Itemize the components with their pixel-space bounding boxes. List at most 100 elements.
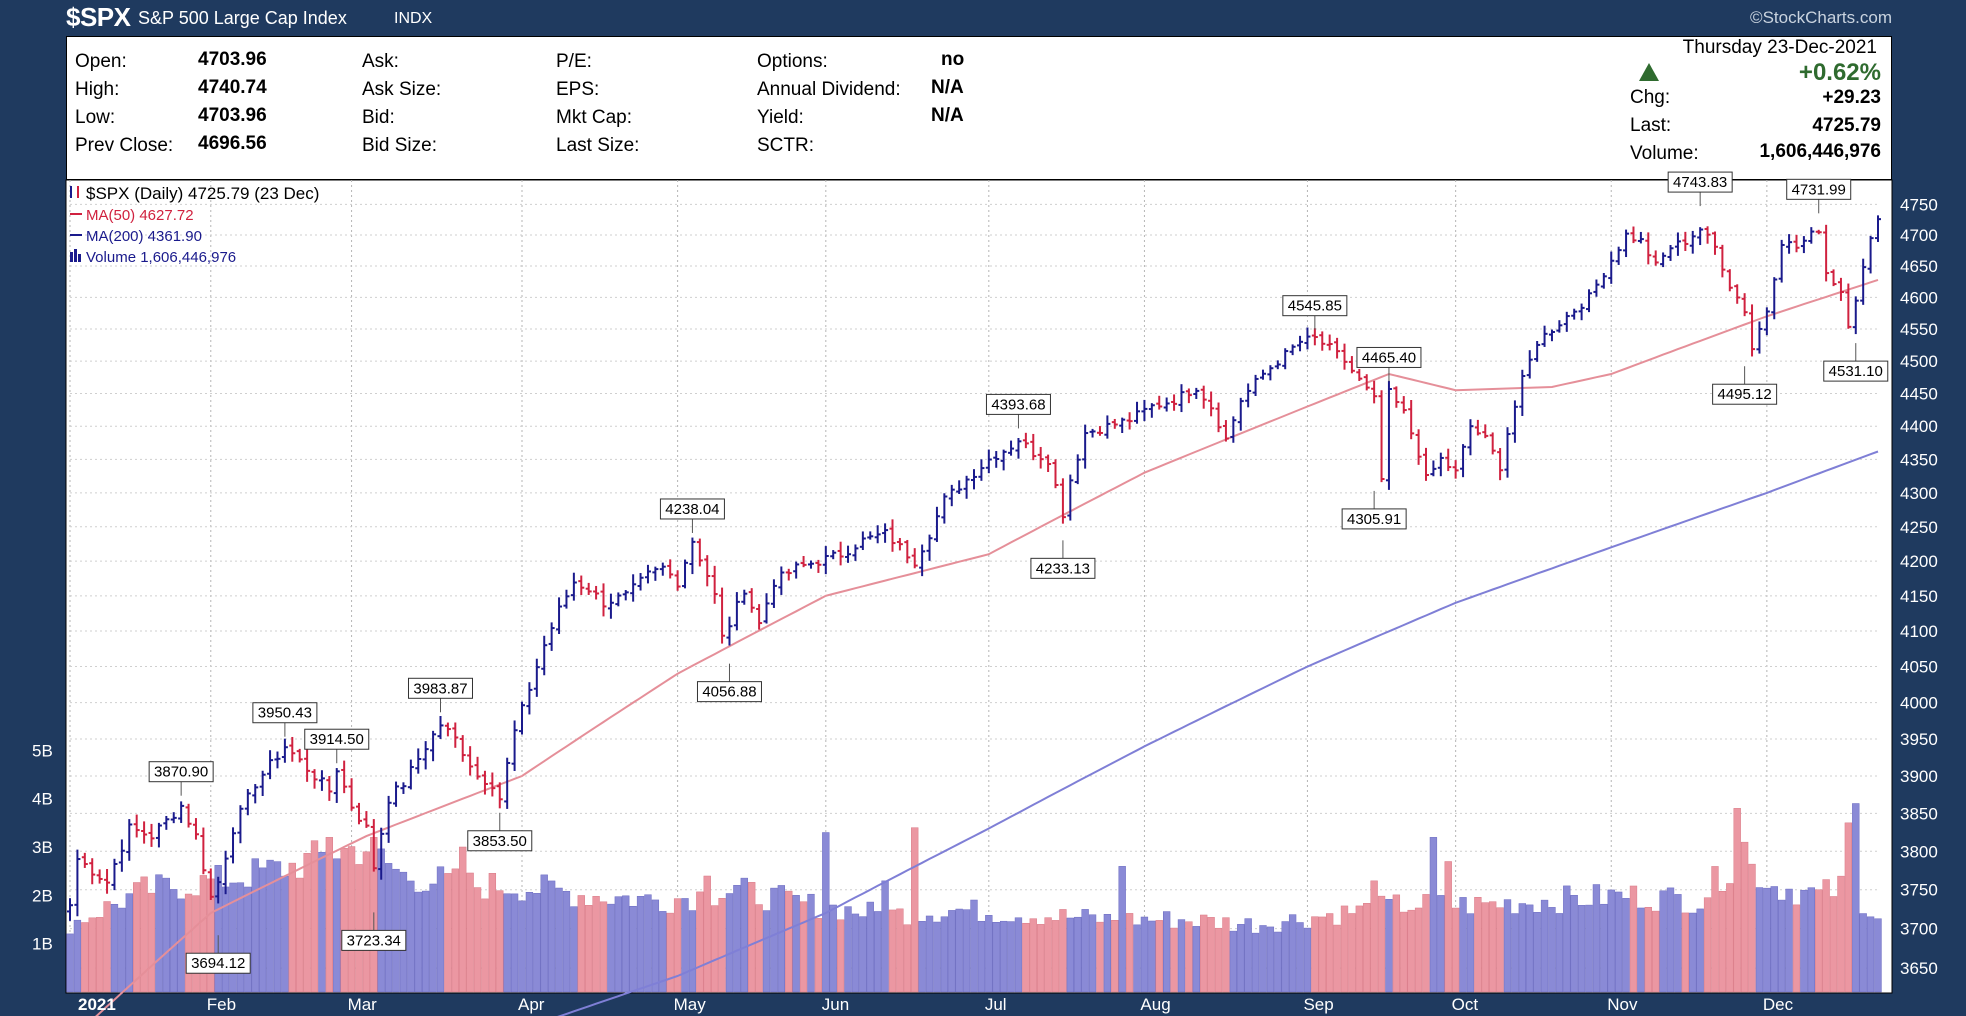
- volume-bar: [1800, 889, 1808, 993]
- price-tick-label: 4200: [1900, 552, 1938, 571]
- volume-bar: [1659, 890, 1667, 993]
- price-bar: [1371, 380, 1378, 404]
- price-bar: [1808, 227, 1815, 244]
- ticker-symbol: $SPX: [66, 2, 131, 32]
- price-bar: [1667, 244, 1674, 261]
- price-bar: [393, 781, 400, 807]
- volume-bar: [1288, 914, 1297, 993]
- volume-bar: [1689, 912, 1697, 993]
- chg-label: Chg:: [1630, 87, 1671, 108]
- volume-bar: [473, 887, 482, 993]
- volume-bar: [133, 882, 141, 993]
- price-tick-label: 4300: [1900, 484, 1938, 503]
- price-bar: [296, 748, 303, 763]
- mkt-cap-label: Mkt Cap:: [556, 107, 633, 128]
- svg-text:4465.40: 4465.40: [1362, 349, 1416, 366]
- price-annotation: 4393.68: [985, 393, 1051, 429]
- volume-bar: [1237, 924, 1245, 993]
- volume-bar: [1703, 897, 1712, 993]
- price-bar: [1319, 331, 1326, 351]
- price-bar: [1489, 432, 1496, 455]
- price-bar: [741, 589, 748, 605]
- price-bar: [1385, 380, 1392, 490]
- price-bar: [1734, 284, 1741, 304]
- price-bar: [607, 593, 614, 619]
- svg-text:4731.99: 4731.99: [1792, 181, 1846, 198]
- price-bar: [1222, 420, 1229, 442]
- volume-bar: [1326, 913, 1334, 993]
- volume-bar: [362, 851, 371, 993]
- price-bar: [1548, 329, 1555, 342]
- volume-bar: [1466, 913, 1475, 993]
- volume-bar: [488, 873, 497, 993]
- volume-bar: [436, 866, 445, 993]
- volume-bar: [1548, 907, 1556, 993]
- price-bar: [896, 538, 903, 551]
- price-tick-label: 4500: [1900, 352, 1938, 371]
- volume-bar: [1029, 918, 1037, 993]
- price-annotation: 3914.50: [304, 728, 370, 764]
- volume-bar: [147, 892, 156, 993]
- price-bar: [1756, 321, 1763, 354]
- price-bar: [237, 805, 244, 844]
- price-bar: [563, 589, 570, 609]
- month-tick-label: Dec: [1763, 995, 1794, 1014]
- price-tick-label: 4750: [1900, 195, 1938, 214]
- volume-bar: [496, 890, 504, 993]
- price-bar: [1682, 231, 1689, 251]
- volume-bar: [1088, 914, 1097, 993]
- price-bar: [1185, 388, 1192, 404]
- price-bar: [733, 592, 740, 631]
- price-bar: [1348, 356, 1355, 374]
- price-bar: [1786, 234, 1793, 254]
- price-bar: [1586, 289, 1593, 313]
- volume-bar: [184, 893, 193, 993]
- price-bar: [1630, 226, 1637, 244]
- volume-bar: [1785, 888, 1793, 993]
- volume-bar: [1674, 894, 1682, 993]
- volume-bar: [1437, 895, 1445, 993]
- volume-bar: [1207, 917, 1215, 993]
- volume-bar: [1718, 891, 1727, 993]
- price-bar: [570, 572, 577, 601]
- quote-date: Thursday 23-Dec-2021: [1682, 37, 1877, 58]
- open-value: 4703.96: [198, 49, 267, 70]
- volume-bar: [422, 890, 430, 993]
- volume-bar: [940, 916, 949, 993]
- volume-bar: [1533, 912, 1541, 993]
- volume-bar: [73, 919, 82, 993]
- volume-bar: [310, 840, 319, 993]
- volume-bar: [1066, 917, 1074, 993]
- volume-bar: [192, 895, 200, 993]
- volume-bar: [585, 905, 593, 993]
- low-label: Low:: [75, 107, 116, 128]
- volume-bar: [1652, 910, 1660, 993]
- price-bar: [355, 802, 362, 825]
- volume-bar: [688, 910, 697, 993]
- price-bar: [1793, 234, 1800, 253]
- volume-bar: [1303, 927, 1312, 993]
- volume-bar: [325, 837, 334, 993]
- price-bar: [630, 574, 637, 602]
- volume-bar: [125, 893, 133, 993]
- volume-bar: [1726, 883, 1734, 993]
- volume-bar: [859, 916, 867, 993]
- price-bar: [1504, 427, 1511, 478]
- volume-bar: [510, 893, 519, 993]
- volume-bar: [666, 912, 674, 993]
- volume-bar: [962, 909, 971, 993]
- volume-bar: [933, 921, 941, 993]
- price-bar: [845, 545, 852, 563]
- volume-bar: [547, 880, 556, 993]
- price-tick-label: 4550: [1900, 320, 1938, 339]
- volume-bar: [533, 893, 541, 993]
- price-bar: [719, 587, 726, 644]
- volume-bar: [1577, 905, 1586, 993]
- price-bar: [667, 559, 674, 579]
- price-tick-label: 4000: [1900, 694, 1938, 713]
- volume-bar: [1400, 911, 1408, 993]
- volume-bar: [288, 862, 296, 993]
- volume-bar: [755, 904, 763, 993]
- month-tick-label: Jun: [822, 995, 849, 1014]
- price-bar: [304, 747, 311, 782]
